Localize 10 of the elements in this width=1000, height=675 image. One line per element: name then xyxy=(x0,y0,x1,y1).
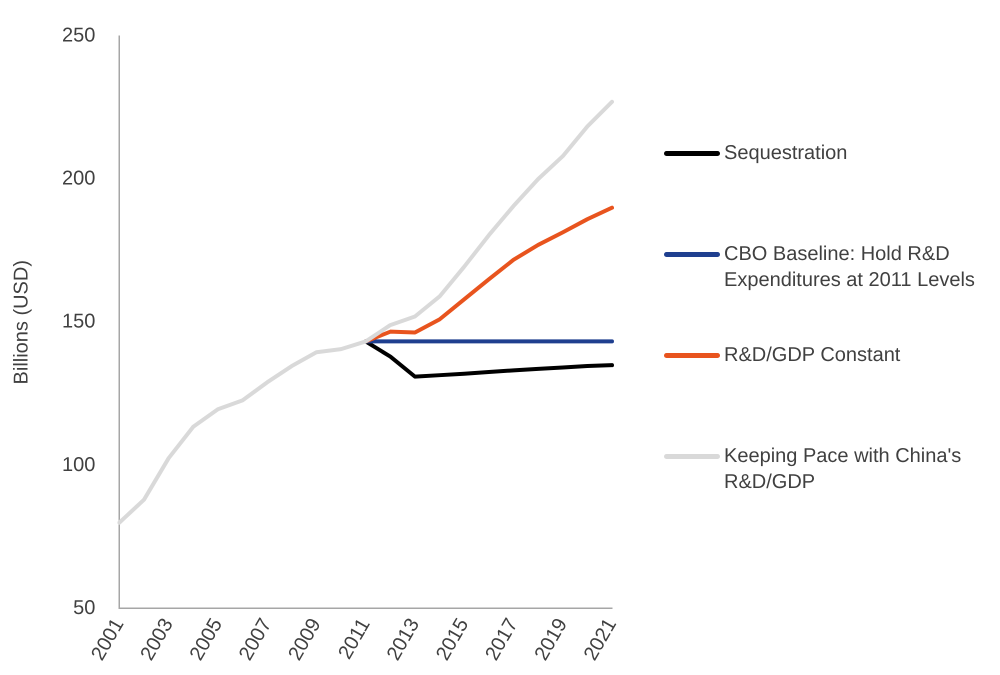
legend-label: R&D/GDP Constant xyxy=(724,343,900,368)
y-tick-label: 150 xyxy=(62,310,96,333)
y-axis-title: Billions (USD) xyxy=(10,260,33,384)
legend-label: Sequestration xyxy=(724,141,848,166)
y-tick-label: 50 xyxy=(73,596,96,619)
y-tick-label: 200 xyxy=(62,168,96,190)
legend-label: Keeping Pace with China's R&D/GDP xyxy=(724,444,962,495)
legend-label: CBO Baseline: Hold R&D Expenditures at 2011 Levels xyxy=(724,242,976,293)
y-tick-label: 100 xyxy=(62,454,96,476)
y-tick-label: 250 xyxy=(62,24,96,47)
